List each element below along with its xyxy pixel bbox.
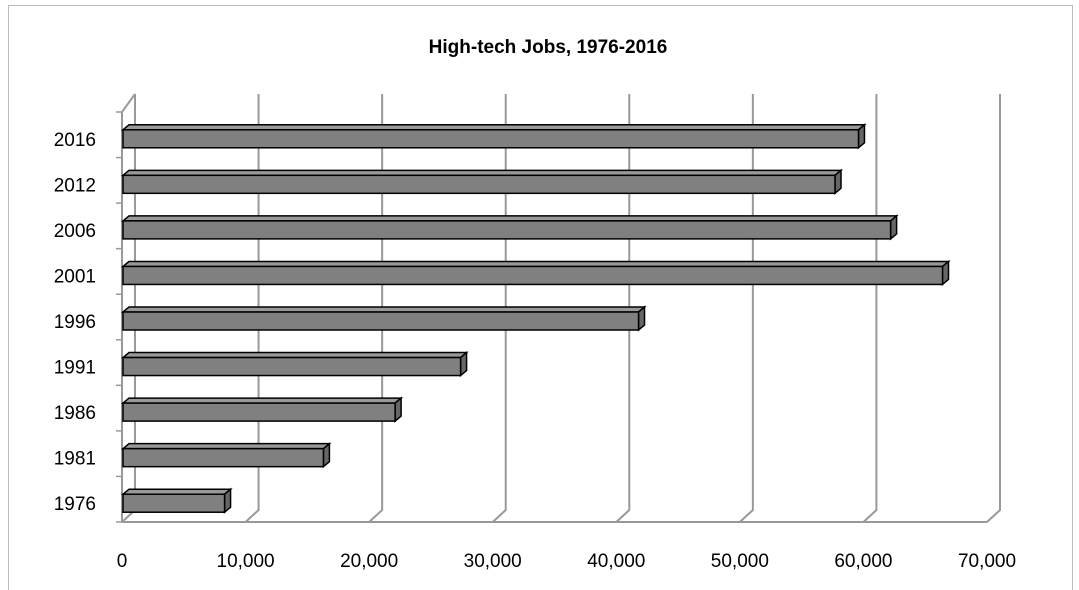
x-tick-label: 20,000 — [340, 551, 398, 572]
x-tick-label: 70,000 — [958, 551, 1016, 572]
y-tick-label: 1976 — [54, 494, 96, 515]
grid-line — [862, 94, 878, 523]
bar-side — [941, 259, 950, 287]
bar — [120, 214, 899, 241]
bar — [120, 350, 469, 378]
bar-side — [857, 123, 866, 150]
bar-side — [459, 350, 468, 378]
bar — [120, 259, 951, 287]
x-tick-label: 30,000 — [464, 551, 522, 572]
bar-front — [122, 356, 462, 377]
chart-border — [8, 5, 1073, 590]
left-wall-top — [121, 93, 136, 113]
bar — [120, 487, 233, 514]
bar — [120, 168, 844, 195]
bar-front — [122, 220, 892, 240]
y-tick-label: 1991 — [54, 358, 96, 379]
bar-side — [394, 396, 402, 423]
y-tick-label: 1996 — [54, 312, 96, 333]
x-tick-label: 0 — [117, 551, 128, 572]
bar-side — [889, 214, 898, 241]
bar-side — [322, 442, 331, 469]
grid-line — [739, 94, 754, 523]
y-tick-label: 2016 — [54, 130, 96, 151]
x-tick-label: 10,000 — [217, 551, 275, 572]
x-tick-label: 50,000 — [711, 551, 769, 572]
bar-front — [122, 265, 944, 286]
y-tick-label: 2006 — [54, 221, 96, 242]
bar-side — [637, 305, 646, 332]
y-tick-label: 2012 — [54, 175, 96, 196]
bar-front — [122, 447, 325, 468]
x-tick-label: 60,000 — [834, 551, 892, 572]
y-tick-label: 2001 — [54, 266, 96, 287]
bar — [120, 442, 332, 469]
chart-title: High-tech Jobs, 1976-2016 — [429, 37, 668, 58]
bar-front — [122, 129, 860, 149]
x-tick-label: 40,000 — [587, 551, 645, 572]
grid-line — [986, 94, 1001, 523]
bar-side — [223, 487, 232, 514]
bar-front — [122, 311, 640, 331]
bar-front — [122, 493, 226, 513]
bar-side — [834, 168, 842, 195]
bar — [120, 396, 404, 423]
bar-front — [122, 402, 396, 422]
bar-front — [122, 174, 836, 195]
y-tick-label: 1986 — [54, 403, 96, 424]
y-tick-label: 1981 — [54, 449, 96, 470]
bar — [120, 123, 867, 150]
bar — [120, 305, 647, 332]
